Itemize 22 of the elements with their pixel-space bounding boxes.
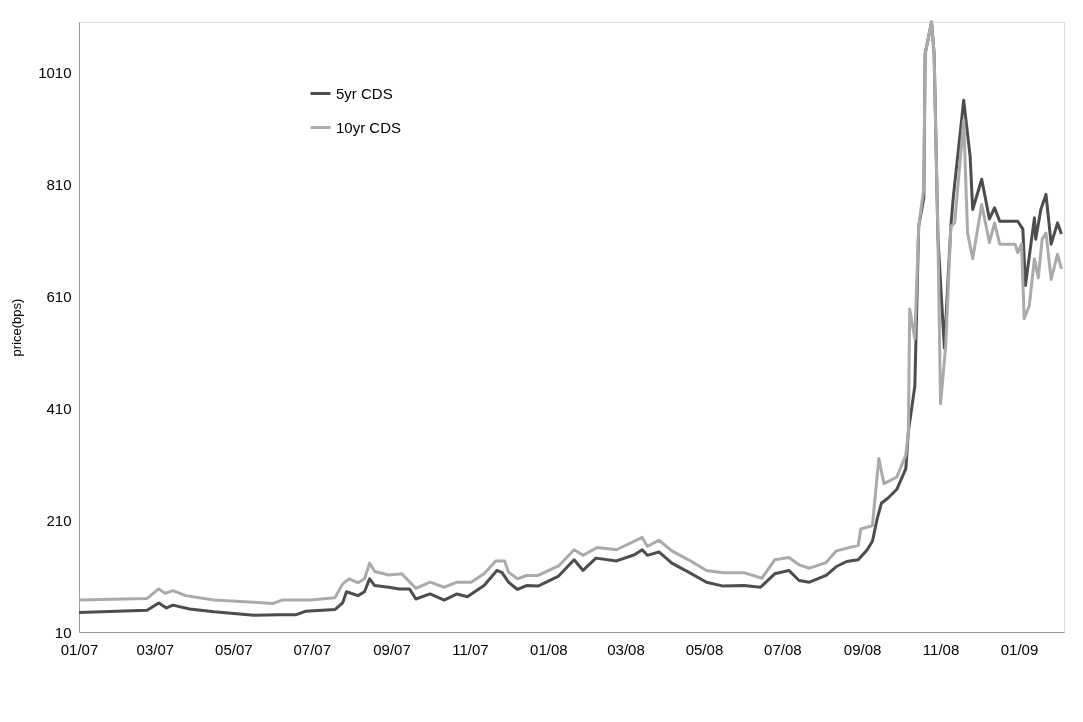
x-tick-label: 07/07 — [293, 640, 332, 658]
x-tick-label: 11/07 — [452, 640, 489, 658]
y-tick-label: 410 — [46, 399, 72, 417]
x-tick-label: 11/08 — [922, 640, 960, 658]
y-tick-label: 610 — [46, 287, 72, 305]
x-tick-label: 05/07 — [215, 640, 253, 658]
x-tick-label: 01/09 — [1000, 640, 1039, 658]
x-tick-label: 05/08 — [685, 640, 724, 658]
y-tick-label: 1010 — [38, 63, 72, 81]
x-tick-label: 03/08 — [607, 640, 645, 658]
x-tick-label: 09/07 — [373, 640, 411, 658]
x-tick-label: 03/07 — [136, 640, 175, 658]
y-axis-title: price(bps) — [9, 298, 25, 357]
y-tick-label: 10 — [54, 623, 72, 641]
x-tick-label: 07/08 — [764, 640, 802, 658]
x-tick-label: 09/08 — [843, 640, 882, 658]
y-tick-label: 810 — [46, 175, 72, 193]
x-tick-label: 01/08 — [530, 640, 568, 658]
x-tick-label: 01/07 — [60, 640, 99, 658]
y-tick-label: 210 — [46, 511, 72, 529]
legend-label: 10yr CDS — [336, 118, 402, 136]
legend-label: 5yr CDS — [336, 84, 393, 102]
